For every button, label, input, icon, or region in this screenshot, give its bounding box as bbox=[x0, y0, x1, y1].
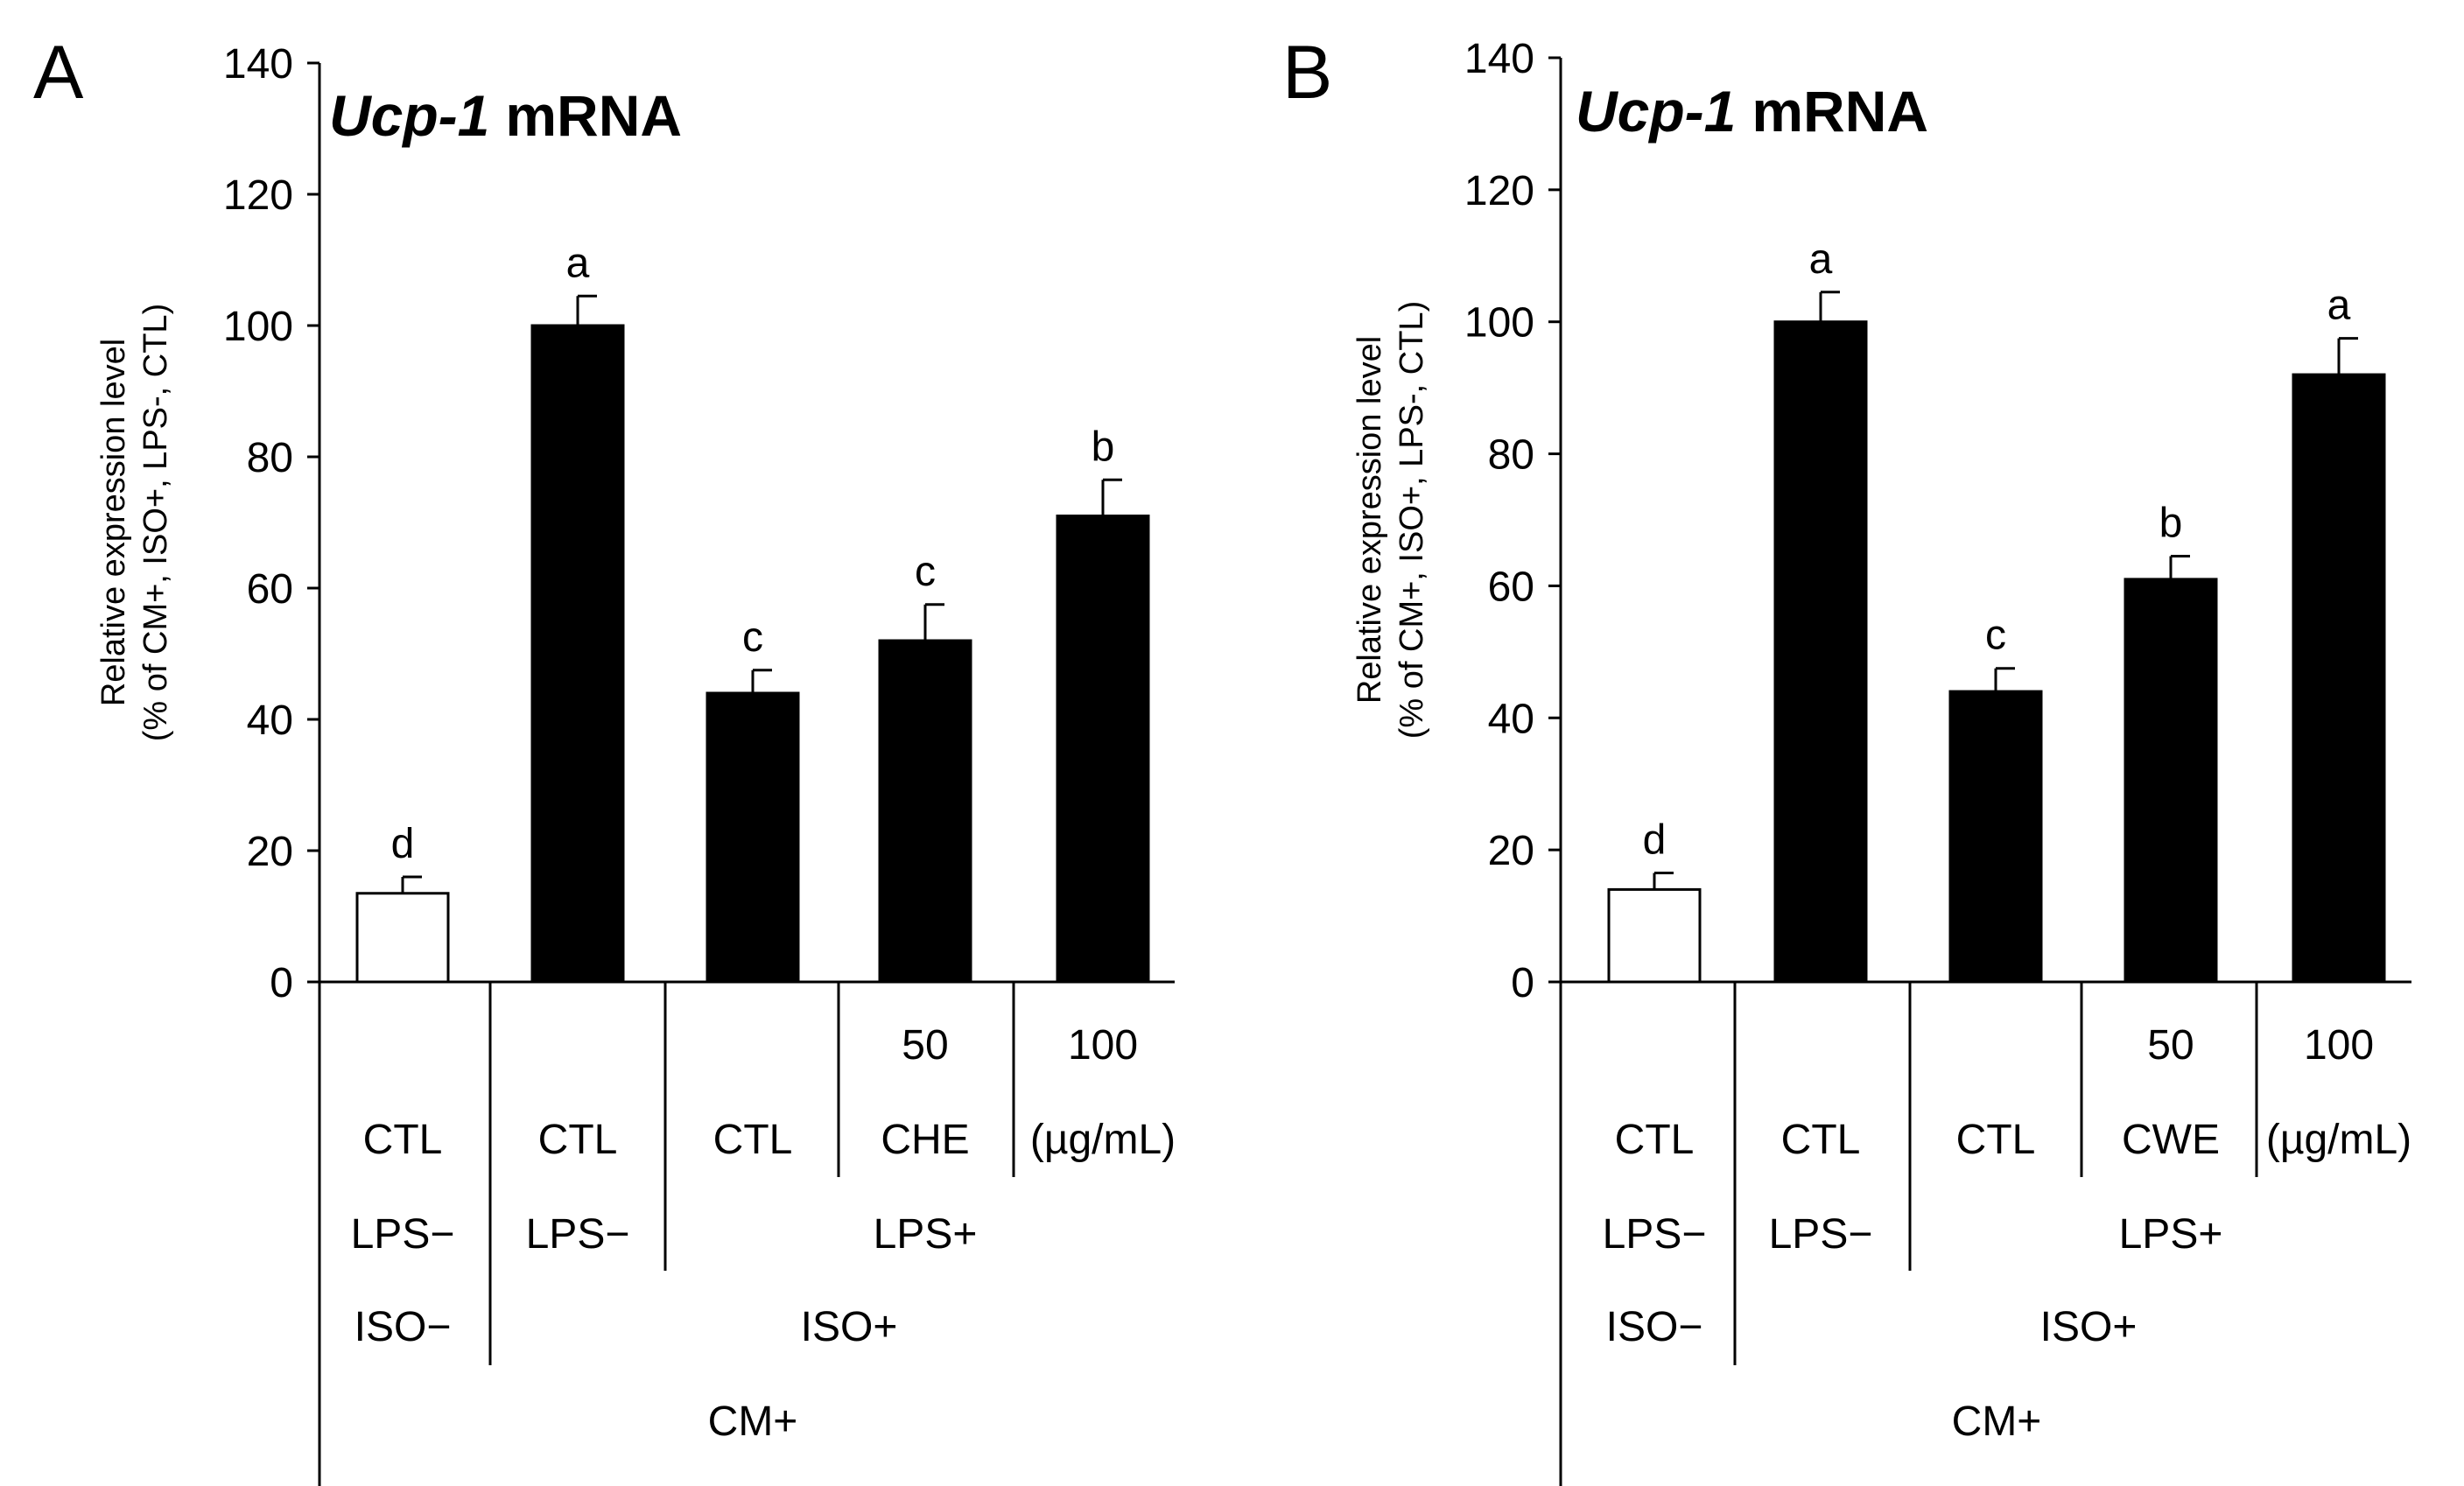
panel-letter: B bbox=[1282, 31, 1332, 115]
bar bbox=[1773, 320, 1868, 984]
dose-label: 50 bbox=[2147, 1022, 2194, 1069]
y-tick-label: 20 bbox=[1488, 828, 1534, 874]
bar bbox=[355, 892, 450, 984]
bar bbox=[1948, 690, 2043, 984]
significance-letter: c bbox=[915, 549, 936, 595]
y-tick-label: 120 bbox=[1464, 168, 1534, 214]
iso-label: ISO− bbox=[355, 1304, 452, 1350]
lps-label: LPS+ bbox=[874, 1211, 978, 1258]
y-axis-label-line2: (% of CM+, ISO+, LPS-, CTL) bbox=[1393, 301, 1430, 739]
treatment-label: CTL bbox=[538, 1117, 618, 1163]
treatment-label: CTL bbox=[713, 1117, 793, 1163]
lps-label: LPS+ bbox=[2119, 1211, 2223, 1258]
title-gene: Ucp-1 bbox=[1576, 79, 1736, 144]
y-axis-label: Relative expression level (% of CM+, ISO+… bbox=[1351, 301, 1430, 739]
significance-letter: d bbox=[391, 821, 415, 867]
extract-label: CWE bbox=[2122, 1117, 2220, 1163]
significance-letter: b bbox=[1092, 424, 1115, 470]
iso-label: ISO+ bbox=[801, 1304, 898, 1350]
treatment-label: CTL bbox=[1781, 1117, 1861, 1163]
treatment-label: CTL bbox=[1956, 1117, 2036, 1163]
iso-label: ISO+ bbox=[2040, 1304, 2138, 1350]
significance-letter: a bbox=[2327, 283, 2351, 329]
dose-label: 100 bbox=[2304, 1022, 2374, 1069]
lps-label: LPS− bbox=[526, 1211, 630, 1258]
dose-label: 50 bbox=[902, 1022, 948, 1069]
y-tick-label: 140 bbox=[223, 41, 293, 88]
panel-letter: A bbox=[33, 31, 84, 115]
y-tick-label: 40 bbox=[1488, 696, 1534, 742]
y-tick-label: 60 bbox=[247, 566, 293, 613]
lps-label: LPS− bbox=[1769, 1211, 1873, 1258]
y-axis-label: Relative expression level (% of CM+, ISO+… bbox=[95, 304, 174, 741]
bar bbox=[530, 324, 625, 984]
bar bbox=[706, 691, 800, 984]
dose-label: 100 bbox=[1068, 1022, 1138, 1069]
chart-panel-a: A Ucp-1 mRNA Relative expression level (% of… bbox=[33, 31, 1176, 1486]
title-suffix: mRNA bbox=[505, 83, 682, 148]
y-tick-label: 140 bbox=[1464, 36, 1534, 82]
chart-panel-b: B Ucp-1 mRNA Relative expression level (% of… bbox=[1282, 31, 2411, 1486]
lps-label: LPS− bbox=[351, 1211, 455, 1258]
y-tick-label: 100 bbox=[223, 304, 293, 350]
y-axis-label-line1: Relative expression level bbox=[1351, 336, 1388, 704]
y-tick-label: 0 bbox=[1511, 960, 1534, 1006]
significance-letter: a bbox=[1809, 236, 1833, 283]
lps-label: LPS− bbox=[1603, 1211, 1707, 1258]
title-gene: Ucp-1 bbox=[329, 83, 489, 148]
chart-title: Ucp-1 mRNA bbox=[329, 83, 682, 148]
treatment-label: CTL bbox=[1615, 1117, 1695, 1163]
y-tick-label: 120 bbox=[223, 172, 293, 219]
significance-letter: c bbox=[1985, 613, 2006, 659]
significance-letter: a bbox=[566, 240, 590, 286]
bar bbox=[2124, 578, 2218, 984]
significance-letter: d bbox=[1643, 817, 1667, 864]
iso-label: ISO− bbox=[1606, 1304, 1703, 1350]
unit-label: (µg/mL) bbox=[1030, 1117, 1176, 1163]
y-tick-label: 0 bbox=[270, 960, 293, 1006]
y-tick-label: 20 bbox=[247, 829, 293, 875]
y-axis-label-line2: (% of CM+, ISO+, LPS-, CTL) bbox=[137, 304, 174, 741]
chart-title: Ucp-1 mRNA bbox=[1576, 79, 1928, 144]
significance-letter: b bbox=[2159, 500, 2183, 546]
y-tick-label: 60 bbox=[1488, 564, 1534, 610]
y-axis-label-line1: Relative expression level bbox=[95, 339, 132, 706]
significance-letter: c bbox=[742, 614, 763, 661]
bar bbox=[1056, 515, 1150, 984]
y-tick-label: 100 bbox=[1464, 300, 1534, 347]
extract-label: CHE bbox=[881, 1117, 969, 1163]
bar bbox=[878, 639, 972, 984]
treatment-label: CTL bbox=[363, 1117, 443, 1163]
y-tick-label: 80 bbox=[1488, 432, 1534, 479]
bar bbox=[1607, 887, 1702, 984]
unit-label: (µg/mL) bbox=[2266, 1117, 2411, 1163]
y-tick-label: 40 bbox=[247, 697, 293, 744]
cm-label: CM+ bbox=[708, 1398, 798, 1445]
title-suffix: mRNA bbox=[1751, 79, 1928, 144]
cm-label: CM+ bbox=[1952, 1398, 2042, 1445]
y-tick-label: 80 bbox=[247, 435, 293, 481]
bar bbox=[2292, 373, 2386, 984]
